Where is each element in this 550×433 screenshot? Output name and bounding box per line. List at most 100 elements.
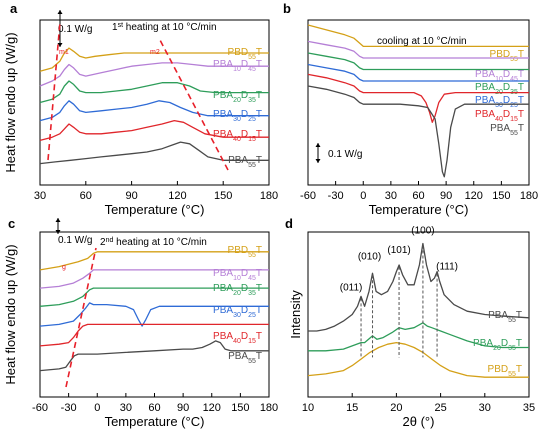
series-label-PBA10D45T: PBA10D45T (213, 268, 262, 282)
x-tick-label: 180 (260, 190, 278, 202)
annotation: cooling at 10 °C/min (377, 36, 467, 47)
series-PBA40D15T (39, 323, 269, 347)
panel-d: d 10 15 20 25 30 35 2θ (°) Intensity PBA55T PBA20D… (285, 216, 535, 429)
x-tick-label: 150 (214, 190, 232, 202)
series-label-PBA55T: PBA55T (228, 351, 262, 365)
series-PBA55T (308, 242, 530, 332)
series-label-PBD55T: PBD55T (228, 245, 262, 259)
x-tick-label: 0 (94, 402, 100, 414)
x-tick-label: 30 (120, 402, 132, 414)
x-tick-label: -30 (328, 190, 344, 202)
peak-label: (100) (411, 226, 434, 237)
panel-c: c -60 -30 0 30 60 90 120 150 180 Temperature (°C) H… (3, 216, 278, 429)
peak-label: (011) (340, 282, 363, 293)
scale-bar-arrow-up (55, 218, 61, 222)
scale-bar-label: 0.1 W/g (58, 24, 92, 35)
x-tick-label: 90 (440, 190, 452, 202)
series-label-PBA30D25T: PBA30D25T (213, 109, 262, 123)
scale-bar-arrow-up (57, 10, 63, 14)
x-tick-label: 30 (385, 190, 397, 202)
panel-letter: c (8, 216, 15, 231)
annotation: 1st heating at 10 °C/min (112, 22, 217, 34)
series-PBA20D35T (307, 52, 529, 71)
x-tick-label: 20 (390, 402, 402, 414)
series-label-PBA40D15T: PBA40D15T (213, 331, 262, 345)
series-PBD55T (39, 251, 269, 271)
series-PBA10D45T (39, 62, 269, 87)
x-tick-label: 25 (434, 402, 446, 414)
series-label-PBA30D25T: PBA30D25T (475, 95, 524, 109)
x-tick-label: 180 (260, 402, 278, 414)
series-PBA10D45T (307, 40, 529, 59)
series-PBA30D25T (307, 63, 529, 82)
series-label-PBA20D35T: PBA20D35T (213, 90, 262, 104)
series-label-PBA10D45T: PBA10D45T (213, 59, 262, 73)
panel-letter: d (285, 216, 293, 231)
x-tick-label: 10 (302, 402, 314, 414)
x-tick-label: 30 (479, 402, 491, 414)
scale-bar-arrow-up (315, 143, 321, 147)
series-label-PBA20D35T: PBA20D35T (475, 82, 524, 96)
panel-letter: a (10, 1, 18, 16)
panel-a: a 30 60 90 120 150 180 Temperature (°C) Heat flo… (3, 1, 278, 217)
series-label-PBA20D35T: PBA20D35T (473, 338, 522, 352)
x-axis-title: Temperature (°C) (369, 202, 469, 217)
x-tick-label: 90 (125, 190, 137, 202)
series-label-PBA55T: PBA55T (490, 123, 524, 137)
x-tick-label: 120 (465, 190, 483, 202)
x-tick-label: 0 (360, 190, 366, 202)
x-tick-label: -60 (32, 402, 48, 414)
series-label-PBA55T: PBA55T (228, 155, 262, 169)
series-PBA30D25T (39, 302, 269, 327)
series-PBA55T (39, 141, 269, 165)
series-label-PBA30D25T: PBA30D25T (213, 305, 262, 319)
scale-bar-arrow-down (57, 43, 63, 47)
x-tick-label: 30 (34, 190, 46, 202)
peak-label: (010) (358, 251, 381, 262)
series-PBA55T (307, 85, 529, 178)
series-PBA55T (39, 340, 269, 372)
series-label-PBA40D15T: PBA40D15T (475, 109, 524, 123)
x-tick-label: 60 (148, 402, 160, 414)
series-PBD55T (39, 47, 269, 72)
transition-guide (65, 247, 97, 388)
transition-guide (159, 39, 229, 171)
peak-label: (101) (387, 245, 410, 256)
scale-bar-arrow-down (315, 159, 321, 163)
peak-label: (111) (436, 262, 458, 273)
series-PBD55T (307, 341, 529, 378)
x-tick-label: 15 (346, 402, 358, 414)
x-axis-title: Temperature (°C) (105, 202, 205, 217)
x-tick-label: -60 (300, 190, 316, 202)
transition-marker: g (62, 264, 66, 271)
series-PBA10D45T (39, 269, 269, 289)
plot-frame (307, 231, 530, 398)
series-label-PBA10D45T: PBA10D45T (475, 69, 524, 83)
y-axis-title: Heat flow endo up (W/g) (3, 32, 18, 172)
scale-bar-label: 0.1 W/g (58, 235, 92, 246)
series-PBA40D15T (307, 73, 529, 123)
x-tick-label: 120 (203, 402, 221, 414)
scale-bar-arrow-down (55, 230, 61, 234)
series-PBA30D25T (39, 100, 269, 122)
series-PBA20D35T (39, 80, 269, 104)
y-axis-title: Heat flow endo up (W/g) (3, 244, 18, 384)
x-axis-title: 2θ (°) (403, 414, 435, 429)
series-label-PBA55T: PBA55T (488, 310, 522, 324)
series-PBA20D35T (39, 287, 269, 307)
series-label-PBA20D35T: PBA20D35T (213, 283, 262, 297)
panel-letter: b (283, 1, 291, 16)
x-axis-title: Temperature (°C) (105, 414, 205, 429)
series-label-PBD55T: PBD55T (490, 49, 524, 63)
x-tick-label: 90 (177, 402, 189, 414)
annotation: 2nd heating at 10 °C/min (100, 237, 207, 249)
transition-marker: m1 (59, 49, 69, 56)
series-PBD55T (307, 24, 529, 48)
transition-guide (47, 21, 61, 161)
series-label-PBA40D15T: PBA40D15T (213, 129, 262, 143)
x-tick-label: -30 (61, 402, 77, 414)
series-label-PBD55T: PBD55T (228, 47, 262, 61)
scale-bar-label: 0.1 W/g (328, 149, 362, 160)
y-axis-title: Intensity (288, 290, 303, 339)
